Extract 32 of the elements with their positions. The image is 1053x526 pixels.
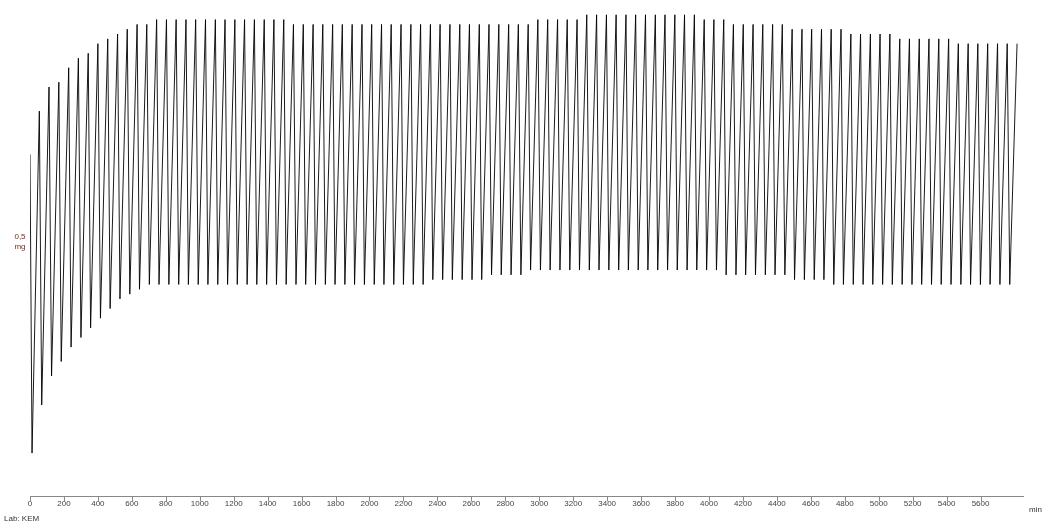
x-tick-label: 4000: [700, 499, 719, 509]
x-tick-label: 4200: [734, 499, 753, 509]
x-tick-label: 2000: [360, 499, 379, 509]
x-tick-label: 3000: [530, 499, 549, 509]
x-tick-label: 1600: [292, 499, 312, 509]
x-tick-label: 2400: [428, 499, 447, 509]
x-axis-title: min: [1029, 504, 1042, 514]
x-tick-label: 800: [159, 499, 174, 509]
x-tick-label: 3800: [666, 499, 685, 509]
x-tick-label: 5200: [903, 499, 923, 509]
x-tick-label: 1000: [190, 499, 210, 509]
y-axis-title: 0,5 mg: [13, 232, 27, 252]
x-tick-label: 1400: [258, 499, 278, 509]
x-tick-label: 2200: [394, 499, 413, 509]
x-tick-label: 3400: [598, 499, 617, 509]
x-tick-label: 5000: [869, 499, 889, 509]
x-tick-label: 2800: [496, 499, 515, 509]
x-tick-label: 2600: [462, 499, 481, 509]
x-tick-label: 4800: [835, 499, 855, 509]
x-tick-label: 5400: [937, 499, 957, 509]
x-tick-label: 400: [91, 499, 106, 509]
x-tick-label: 3200: [564, 499, 583, 509]
x-tick-label: 3600: [632, 499, 651, 509]
x-tick-label: 1800: [326, 499, 345, 509]
text: Lab: KEM: [4, 514, 40, 523]
x-tick-label: 600: [125, 499, 140, 509]
x-tick-label: 200: [57, 499, 72, 509]
x-tick-label: 4400: [767, 499, 787, 509]
x-tick-label: 5600: [971, 499, 991, 509]
x-tick-label: 0: [27, 499, 33, 509]
x-tick-label: 1200: [224, 499, 244, 509]
x-tick-label: 4600: [801, 499, 821, 509]
